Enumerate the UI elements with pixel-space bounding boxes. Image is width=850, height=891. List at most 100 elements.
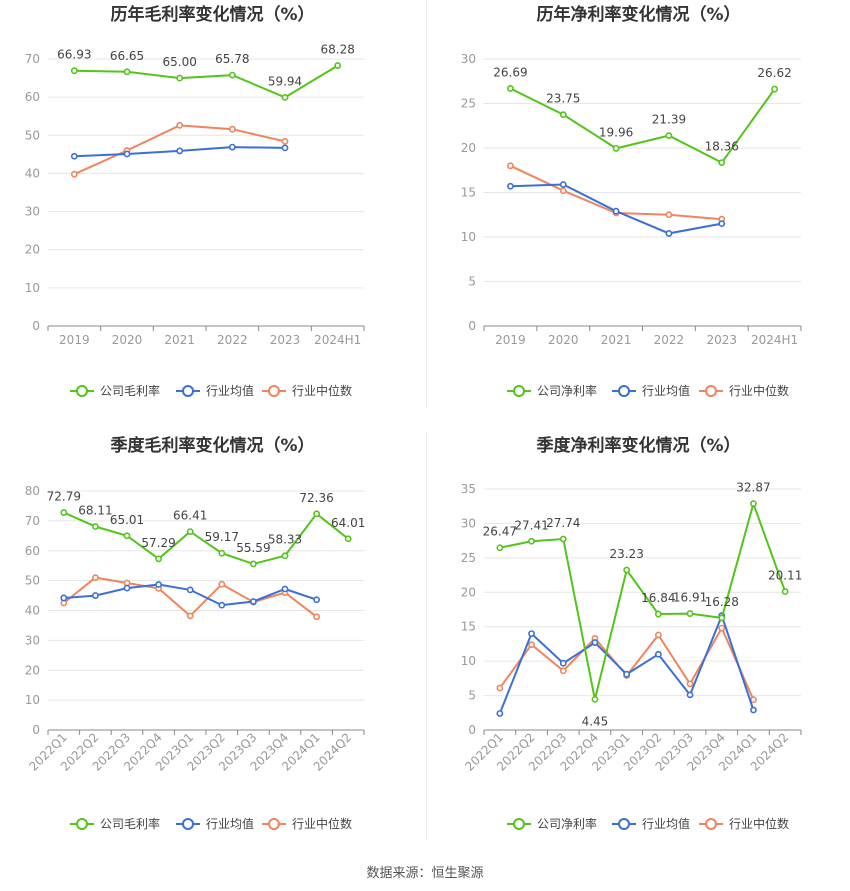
industry-avg-point — [281, 144, 289, 152]
legend-item-industry-median[interactable]: 行业中位数 — [699, 816, 789, 831]
company-series-line — [63, 511, 349, 565]
y-tick-label: 10 — [25, 693, 40, 707]
industry-median-point — [665, 211, 673, 219]
industry-avg-point — [92, 592, 99, 599]
x-tick-label: 2024H1 — [314, 333, 361, 347]
legend-item-industry-median[interactable]: 行业中位数 — [262, 816, 352, 831]
y-tick-label: 20 — [461, 585, 476, 599]
x-tick-label: 2023 — [270, 333, 301, 347]
data-label: 26.69 — [493, 65, 527, 79]
y-tick-label: 0 — [32, 723, 40, 737]
legend-item-company[interactable]: 公司毛利率 — [70, 816, 160, 831]
company-series-line — [499, 500, 787, 700]
industry-avg-point — [559, 659, 567, 667]
x-tick-label: 2019 — [495, 333, 526, 347]
industry-avg-point — [186, 586, 194, 594]
legend-label: 行业均值 — [642, 816, 690, 831]
industry-avg-point — [623, 670, 631, 678]
legend-item-industry-avg[interactable]: 行业均值 — [176, 383, 254, 398]
legend-item-company[interactable]: 公司毛利率 — [70, 383, 160, 398]
industry-median-point — [70, 170, 78, 178]
x-tick-label: 2020 — [548, 333, 579, 347]
industry-median-point — [228, 125, 236, 133]
legend-swatch-marker — [76, 385, 88, 397]
y-tick-label: 60 — [25, 544, 40, 558]
industry-avg-point — [496, 710, 504, 717]
y-tick-label: 20 — [461, 141, 476, 155]
data-label: 19.96 — [599, 125, 633, 139]
industry-avg-point — [249, 598, 257, 605]
company-point — [750, 500, 757, 508]
x-tick-label: 2020 — [112, 333, 143, 347]
legend-swatch-marker — [705, 385, 717, 397]
legend-label: 公司净利率 — [537, 383, 597, 398]
legend-item-industry-avg[interactable]: 行业均值 — [612, 383, 690, 398]
data-label: 23.75 — [546, 92, 580, 106]
industry-median-point — [654, 631, 662, 639]
y-tick-label: 40 — [25, 604, 40, 618]
data-label: 65.01 — [110, 513, 144, 527]
company-point — [123, 532, 131, 540]
industry-avg-point — [228, 143, 236, 151]
legend-label: 行业均值 — [642, 383, 690, 398]
y-tick-label: 0 — [468, 319, 476, 333]
company-point — [665, 132, 673, 140]
x-tick-label: 2021 — [164, 333, 195, 347]
industry-median-point — [528, 641, 535, 649]
company-point — [176, 74, 184, 82]
data-label: 16.28 — [705, 595, 739, 609]
company-series-line — [509, 87, 776, 164]
company-point — [344, 535, 352, 543]
industry-avg-point — [612, 207, 620, 215]
industry-median-point — [281, 137, 289, 145]
y-tick-label: 70 — [25, 514, 40, 528]
company-point — [334, 62, 342, 69]
legend-swatch-marker — [182, 818, 194, 830]
legend-label: 行业中位数 — [729, 383, 789, 398]
legend-item-company[interactable]: 公司净利率 — [507, 383, 597, 398]
legend-item-industry-median[interactable]: 行业中位数 — [699, 383, 789, 398]
industry-avg-point — [654, 650, 662, 658]
company-point — [123, 68, 131, 76]
industry-median-point — [686, 680, 694, 688]
data-label: 58.33 — [268, 533, 302, 547]
industry-median-point — [559, 187, 567, 195]
legend-item-industry-avg[interactable]: 行业均值 — [612, 816, 690, 831]
company-point — [313, 510, 320, 518]
data-label: 27.41 — [514, 518, 548, 532]
legend-label: 行业中位数 — [292, 383, 352, 398]
annual-net-margin-chart: 历年净利率变化情况（%） 0 5 10 15 20 25 30 2019 2020 2021 2022… — [461, 4, 802, 398]
company-point — [559, 111, 567, 119]
legend-label: 行业均值 — [206, 383, 254, 398]
x-tick-label: 2021 — [601, 333, 632, 347]
legend-swatch-marker — [268, 385, 280, 397]
industry-median-point — [507, 162, 514, 170]
company-point — [70, 67, 78, 75]
company-point — [771, 85, 778, 93]
y-tick-label: 35 — [461, 482, 476, 496]
legend-item-company[interactable]: 公司净利率 — [507, 816, 597, 831]
data-label: 18.36 — [705, 140, 739, 154]
company-point — [654, 610, 662, 618]
company-point — [249, 560, 257, 568]
annual-gross-margin-chart: 历年毛利率变化情况（%） 0 10 20 30 40 50 60 70 2019 2020 2021 2… — [25, 4, 365, 398]
company-point — [281, 93, 289, 101]
company-point — [559, 535, 567, 543]
y-tick-label: 25 — [461, 551, 476, 565]
y-tick-label: 50 — [25, 574, 40, 588]
company-point — [623, 566, 631, 574]
x-tick-label: 2022 — [654, 333, 685, 347]
legend-label: 公司净利率 — [537, 816, 597, 831]
data-label: 59.94 — [268, 74, 302, 88]
company-point — [781, 588, 789, 595]
industry-median-point — [750, 696, 757, 704]
legend-swatch-marker — [513, 385, 525, 397]
industry-avg-point — [750, 706, 757, 714]
industry-median-point — [313, 613, 320, 621]
chart-title: 季度毛利率变化情况（%） — [110, 435, 314, 456]
industry-avg-point — [559, 181, 567, 188]
legend-item-industry-median[interactable]: 行业中位数 — [262, 383, 352, 398]
legend-label: 行业中位数 — [292, 816, 352, 831]
legend-item-industry-avg[interactable]: 行业均值 — [176, 816, 254, 831]
industry-median-point — [176, 121, 184, 129]
